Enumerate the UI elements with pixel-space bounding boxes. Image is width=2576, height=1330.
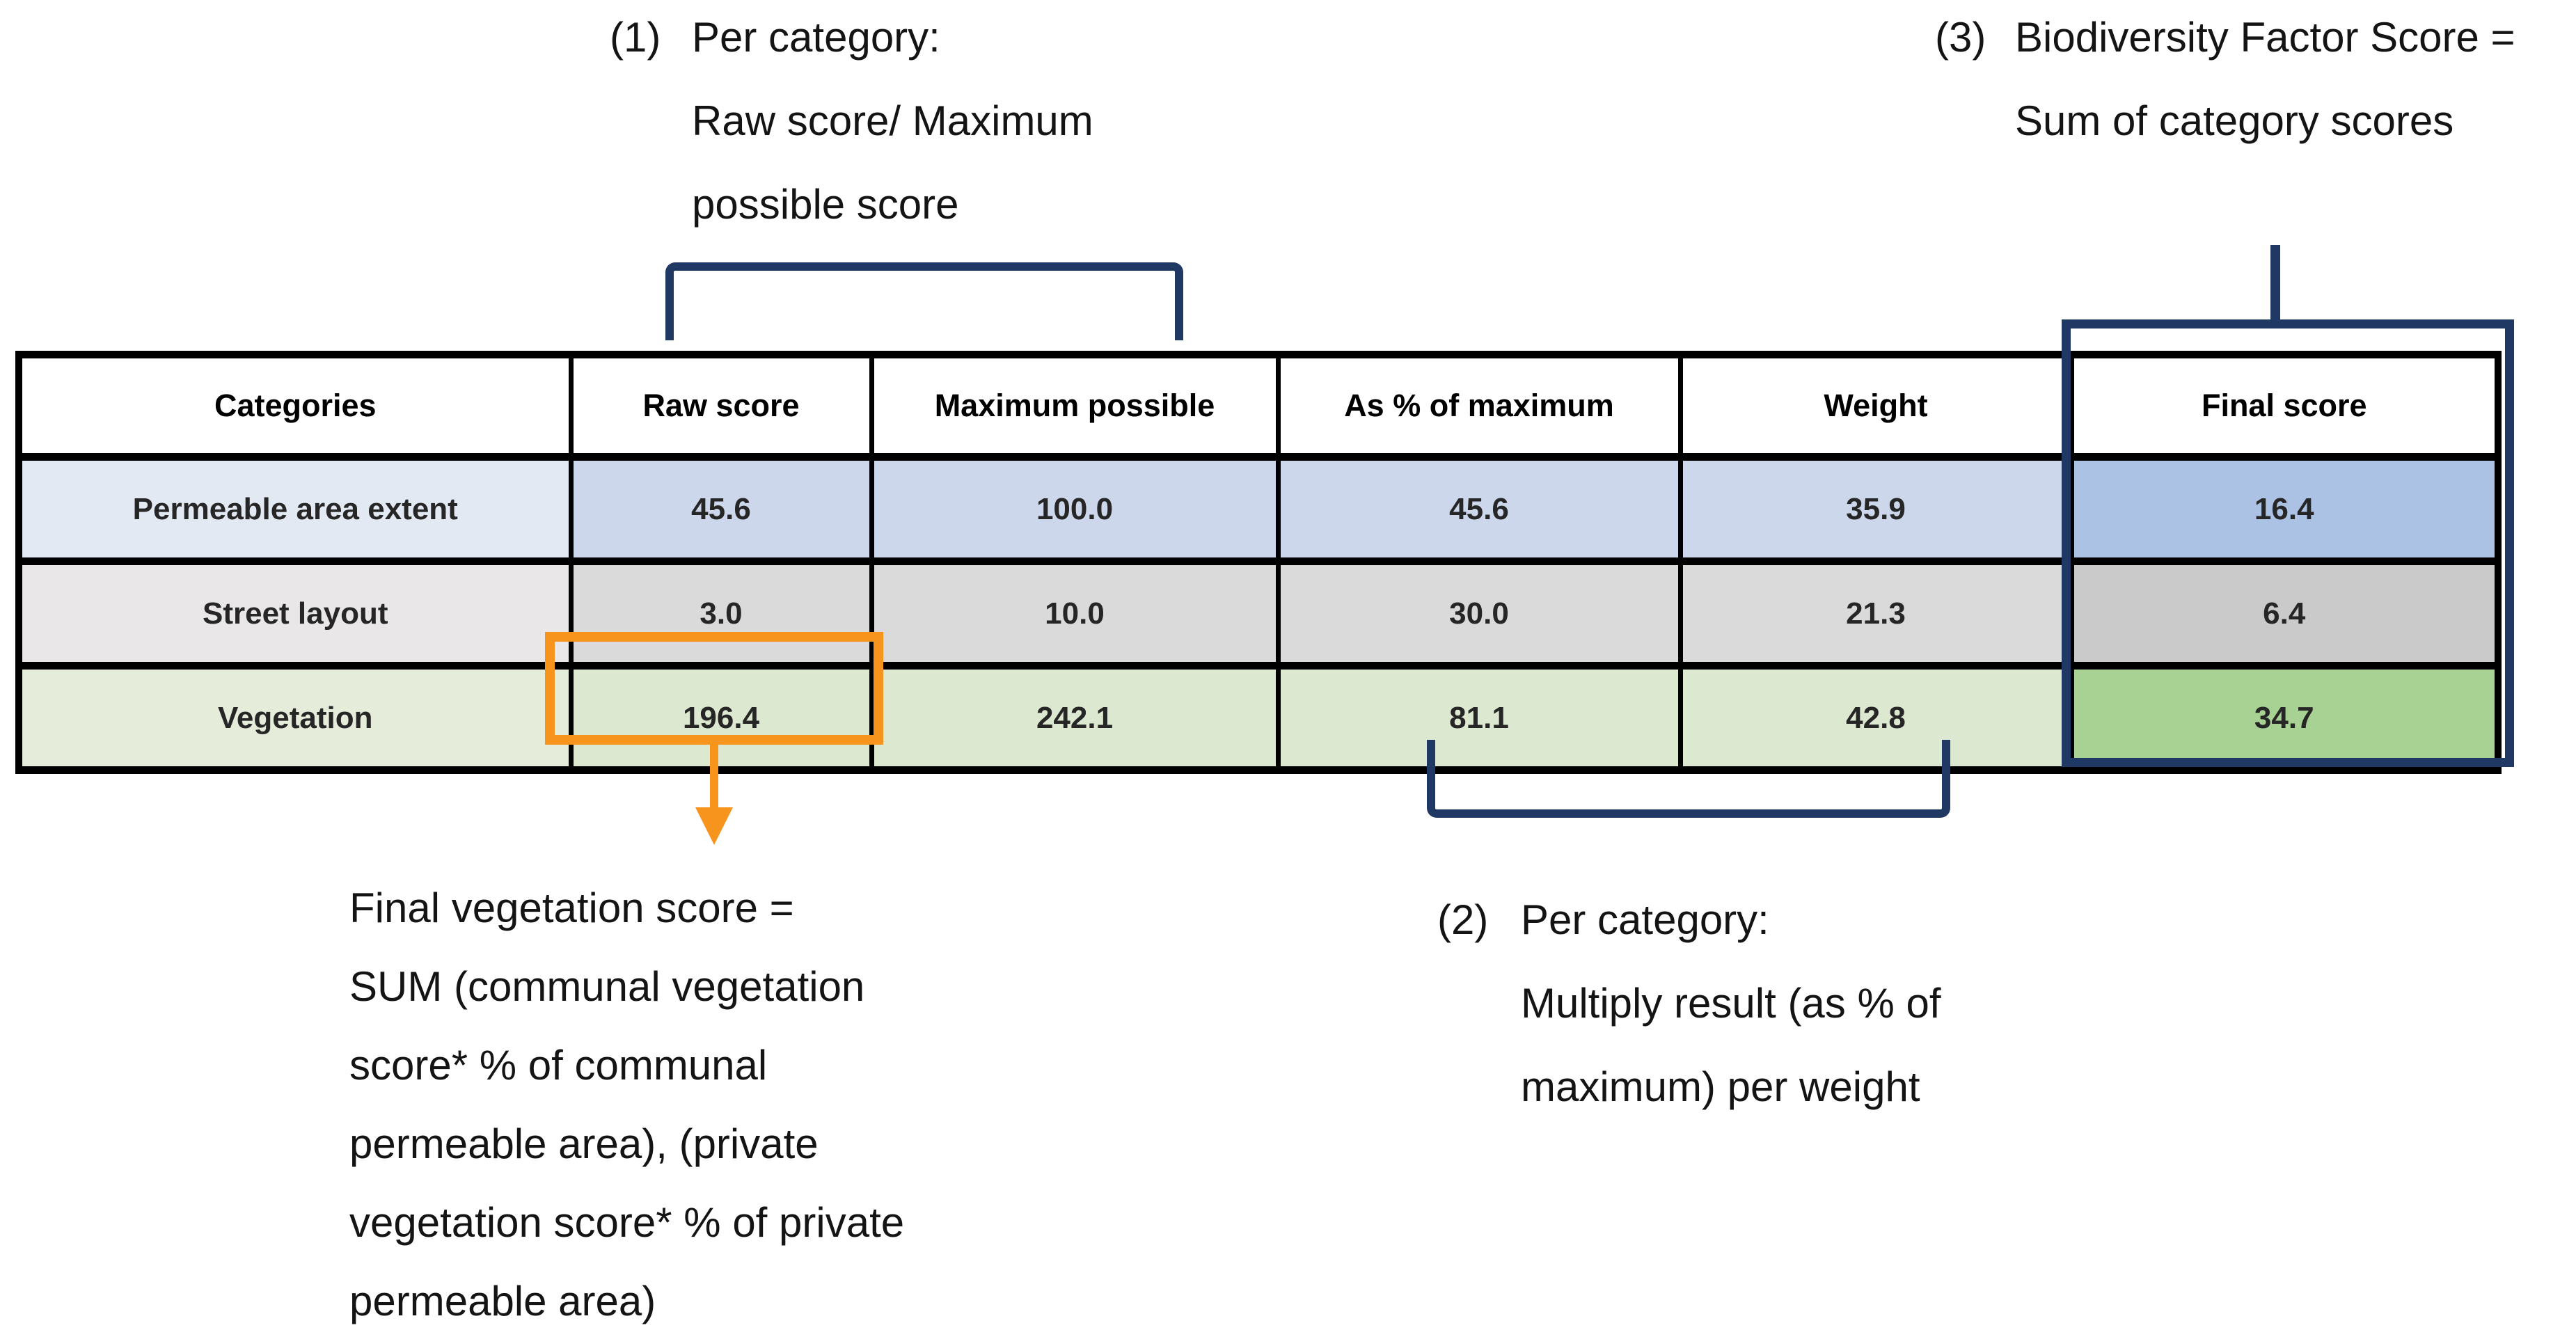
- column-header-final-score: Final score: [2069, 351, 2501, 461]
- table-cell: 45.6: [568, 453, 874, 565]
- table-cell: 10.0: [869, 557, 1281, 670]
- annotation-step2: (2) Per category: Multiply result (as % …: [1437, 878, 1941, 1129]
- note-line: SUM (communal vegetation: [349, 963, 865, 1010]
- step3-connector-line: [2270, 245, 2280, 323]
- table-cell: 81.1: [1275, 662, 1683, 774]
- column-header-raw-score: Raw score: [568, 351, 874, 461]
- bracket-raw-max-columns: [665, 262, 1183, 340]
- score-table: Categories Raw score Maximum possible As…: [15, 351, 2502, 774]
- table-cell: 30.0: [1275, 557, 1683, 670]
- annotation-step3: (3) Biodiversity Factor Score = Sum of c…: [1935, 0, 2515, 163]
- final-score-column-box: [2062, 319, 2514, 767]
- column-header-weight: Weight: [1677, 351, 2074, 461]
- annotation-step1-number: (1): [610, 14, 661, 61]
- note-line: Final vegetation score =: [349, 885, 794, 931]
- table-row-street-layout: Street layout 3.0 10.0 30.0 21.3 6.4: [16, 557, 2501, 670]
- note-line: vegetation score* % of private: [349, 1199, 905, 1246]
- table-cell: 100.0: [869, 453, 1281, 565]
- annotation-step3-number: (3): [1935, 14, 1986, 61]
- final-score-cell: 34.7: [2069, 662, 2501, 774]
- vegetation-formula-note: Final vegetation score = SUM (communal v…: [349, 869, 904, 1330]
- table-cell: 196.4: [568, 662, 874, 774]
- note-line: permeable area): [349, 1278, 656, 1324]
- column-header-maximum-possible: Maximum possible: [869, 351, 1281, 461]
- annotation-step2-lines: Per category: Multiply result (as % of m…: [1521, 878, 1941, 1129]
- table-cell: 42.8: [1677, 662, 2074, 774]
- annotation-line: Biodiversity Factor Score =: [2015, 14, 2515, 61]
- annotation-step1-lines: Per category: Raw score/ Maximum possibl…: [692, 0, 1093, 246]
- vegetation-arrow: [710, 745, 718, 811]
- annotation-line: Raw score/ Maximum: [692, 97, 1093, 144]
- note-line: score* % of communal: [349, 1042, 768, 1088]
- bracket-pct-weight-columns: [1427, 740, 1950, 818]
- column-header-as-pct-of-maximum: As % of maximum: [1275, 351, 1683, 461]
- table-cell: 45.6: [1275, 453, 1683, 565]
- table-cell: 242.1: [869, 662, 1281, 774]
- annotation-step2-number: (2): [1437, 896, 1489, 943]
- annotation-line: Per category:: [1521, 896, 1769, 943]
- annotation-line: Multiply result (as % of: [1521, 980, 1941, 1027]
- table-cell: 3.0: [568, 557, 874, 670]
- table-cell: 21.3: [1677, 557, 2074, 670]
- annotation-step3-lines: Biodiversity Factor Score = Sum of categ…: [2015, 0, 2515, 163]
- final-score-cell: 16.4: [2069, 453, 2501, 565]
- vegetation-raw-score-highlight-box: [545, 632, 883, 745]
- final-score-cell: 6.4: [2069, 557, 2501, 670]
- annotation-line: Per category:: [692, 14, 940, 61]
- annotation-line: maximum) per weight: [1521, 1063, 1920, 1110]
- row-category-cell: Vegetation: [16, 662, 574, 774]
- annotation-line: Sum of category scores: [2015, 97, 2454, 144]
- row-category-cell: Street layout: [16, 557, 574, 670]
- table-row-vegetation: Vegetation 196.4 242.1 81.1 42.8 34.7: [16, 662, 2501, 774]
- annotation-line: possible score: [692, 181, 959, 228]
- column-header-categories: Categories: [16, 351, 574, 461]
- table-row-permeable-area: Permeable area extent 45.6 100.0 45.6 35…: [16, 453, 2501, 565]
- row-category-cell: Permeable area extent: [16, 453, 574, 565]
- note-line: permeable area), (private: [349, 1121, 819, 1167]
- annotation-step1: (1) Per category: Raw score/ Maximum pos…: [610, 0, 1093, 246]
- vegetation-arrow-head-icon: [695, 807, 733, 845]
- table-cell: 35.9: [1677, 453, 2074, 565]
- table-header-row: Categories Raw score Maximum possible As…: [16, 351, 2501, 461]
